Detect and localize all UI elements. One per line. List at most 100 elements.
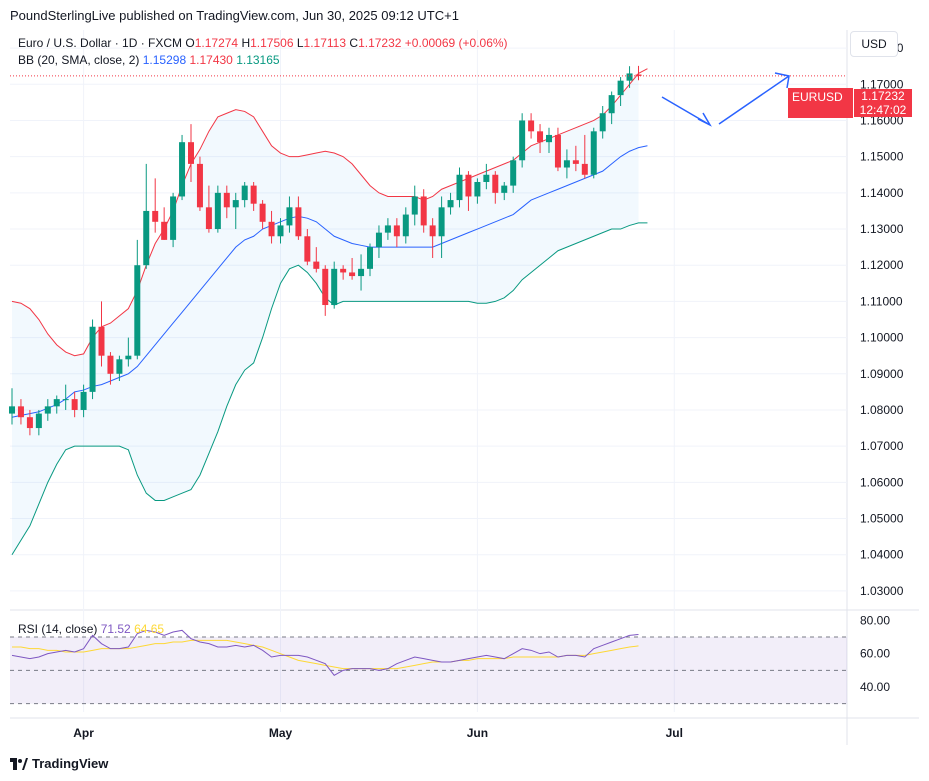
candle-body bbox=[53, 399, 60, 407]
candle-body bbox=[447, 200, 454, 208]
candle-body bbox=[98, 326, 105, 356]
candle-body bbox=[393, 225, 400, 237]
bb-lower-value: 1.13165 bbox=[236, 53, 280, 67]
candle-body bbox=[510, 160, 517, 186]
close-value: 1.17232 bbox=[358, 36, 402, 50]
x-tick-label: May bbox=[269, 726, 293, 740]
candle-body bbox=[152, 210, 159, 222]
candle-body bbox=[170, 196, 177, 240]
candle-body bbox=[89, 326, 96, 392]
candle-body bbox=[599, 113, 606, 132]
bb-label: BB (20, SMA, close, 2) bbox=[18, 53, 140, 67]
rsi-tick-label: 60.00 bbox=[860, 647, 890, 661]
last-price-label: 1.17232 12:47:02 bbox=[854, 89, 912, 117]
candle-body bbox=[161, 221, 168, 240]
candle-body bbox=[519, 120, 526, 161]
candle-body bbox=[286, 207, 293, 226]
candle-body bbox=[537, 131, 544, 143]
candle-body bbox=[635, 74, 642, 76]
price-tag-symbol: EURUSD bbox=[792, 90, 843, 104]
high-label: H bbox=[241, 36, 251, 50]
candle-body bbox=[196, 163, 203, 208]
candle-body bbox=[277, 225, 284, 237]
high-value: 1.17506 bbox=[250, 36, 294, 50]
symbol-legend: Euro / U.S. Dollar · 1D · FXCM O1.17274 … bbox=[18, 36, 508, 50]
y-tick-label: 1.06000 bbox=[860, 475, 904, 489]
candle-body bbox=[563, 160, 570, 168]
candle-body bbox=[626, 73, 633, 81]
y-tick-label: 1.13000 bbox=[860, 222, 904, 236]
candle-body bbox=[465, 174, 472, 197]
rsi-legend: RSI (14, close) 71.52 64.65 bbox=[18, 622, 164, 636]
candle-body bbox=[474, 181, 481, 197]
symbol-price-tag: EURUSD bbox=[788, 88, 853, 118]
candle-body bbox=[572, 160, 579, 164]
rsi-line bbox=[11, 629, 639, 676]
rsi-tick-label: 80.00 bbox=[860, 613, 890, 627]
candle-body bbox=[411, 196, 418, 215]
candle-body bbox=[367, 247, 373, 269]
candle-body bbox=[205, 207, 212, 230]
candle-body bbox=[590, 131, 597, 175]
candle-body bbox=[9, 406, 15, 414]
candle-body bbox=[179, 142, 186, 197]
y-tick-label: 1.11000 bbox=[860, 294, 903, 308]
x-tick-label: Jun bbox=[467, 726, 488, 740]
candle-body bbox=[322, 268, 329, 306]
bar-countdown: 12:47:02 bbox=[859, 103, 907, 117]
candle-body bbox=[214, 192, 221, 230]
candle-body bbox=[546, 134, 552, 143]
publish-header: PoundSterlingLive published on TradingVi… bbox=[10, 8, 459, 23]
candle-body bbox=[44, 406, 51, 414]
y-tick-label: 1.05000 bbox=[860, 512, 904, 526]
candle-body bbox=[26, 417, 33, 429]
rsi-ma-value: 64.65 bbox=[134, 622, 165, 636]
y-tick-label: 1.15000 bbox=[860, 150, 904, 164]
candle-body bbox=[250, 185, 257, 204]
candle-body bbox=[125, 355, 132, 360]
change-value: +0.00069 (+0.06%) bbox=[404, 36, 508, 50]
candle-body bbox=[143, 210, 150, 266]
y-tick-label: 1.12000 bbox=[860, 258, 904, 272]
rsi-tick-label: 40.00 bbox=[860, 680, 890, 694]
y-tick-label: 1.08000 bbox=[860, 403, 904, 417]
bb-basis-line bbox=[11, 145, 648, 418]
candle-body bbox=[331, 268, 338, 306]
candle-body bbox=[349, 272, 356, 277]
candle-body bbox=[528, 120, 535, 132]
footer-brand: TradingView bbox=[32, 756, 109, 771]
candle-body bbox=[429, 225, 436, 237]
bb-lower-line bbox=[11, 222, 648, 555]
currency-button[interactable]: USD bbox=[850, 31, 898, 57]
x-tick-label: Jul bbox=[666, 726, 683, 740]
y-tick-label: 1.03000 bbox=[860, 584, 904, 598]
candle-body bbox=[340, 268, 347, 273]
y-tick-label: 1.10000 bbox=[860, 331, 904, 345]
y-tick-label: 1.09000 bbox=[860, 367, 904, 381]
candle-body bbox=[358, 268, 365, 277]
candle-body bbox=[71, 399, 78, 410]
candle-body bbox=[313, 261, 320, 269]
candle-body bbox=[107, 355, 114, 374]
candle-body bbox=[134, 265, 141, 356]
candle-body bbox=[62, 399, 69, 401]
projection-arrowhead-down bbox=[697, 112, 712, 127]
projection-arrow-up bbox=[718, 75, 790, 125]
open-label: O bbox=[185, 36, 195, 50]
rsi-value: 71.52 bbox=[100, 622, 131, 636]
candle-body bbox=[483, 174, 490, 182]
candle-body bbox=[232, 200, 239, 208]
candle-body bbox=[80, 391, 87, 410]
y-tick-label: 1.04000 bbox=[860, 548, 904, 562]
candle-body bbox=[268, 221, 275, 237]
low-value: 1.17113 bbox=[303, 36, 347, 50]
candle-body bbox=[295, 207, 302, 237]
candle-body bbox=[304, 236, 311, 262]
candle-body bbox=[554, 134, 561, 168]
candle-body bbox=[608, 95, 615, 114]
candle-body bbox=[581, 163, 588, 175]
candle-body bbox=[420, 196, 427, 226]
candle-body bbox=[375, 232, 382, 248]
tradingview-logo-icon bbox=[10, 757, 28, 770]
